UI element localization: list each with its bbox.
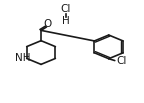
Text: O: O <box>43 19 51 29</box>
Text: Cl: Cl <box>116 56 127 66</box>
Text: H: H <box>62 16 69 26</box>
Text: Cl: Cl <box>60 4 71 14</box>
Text: NH: NH <box>15 53 30 63</box>
